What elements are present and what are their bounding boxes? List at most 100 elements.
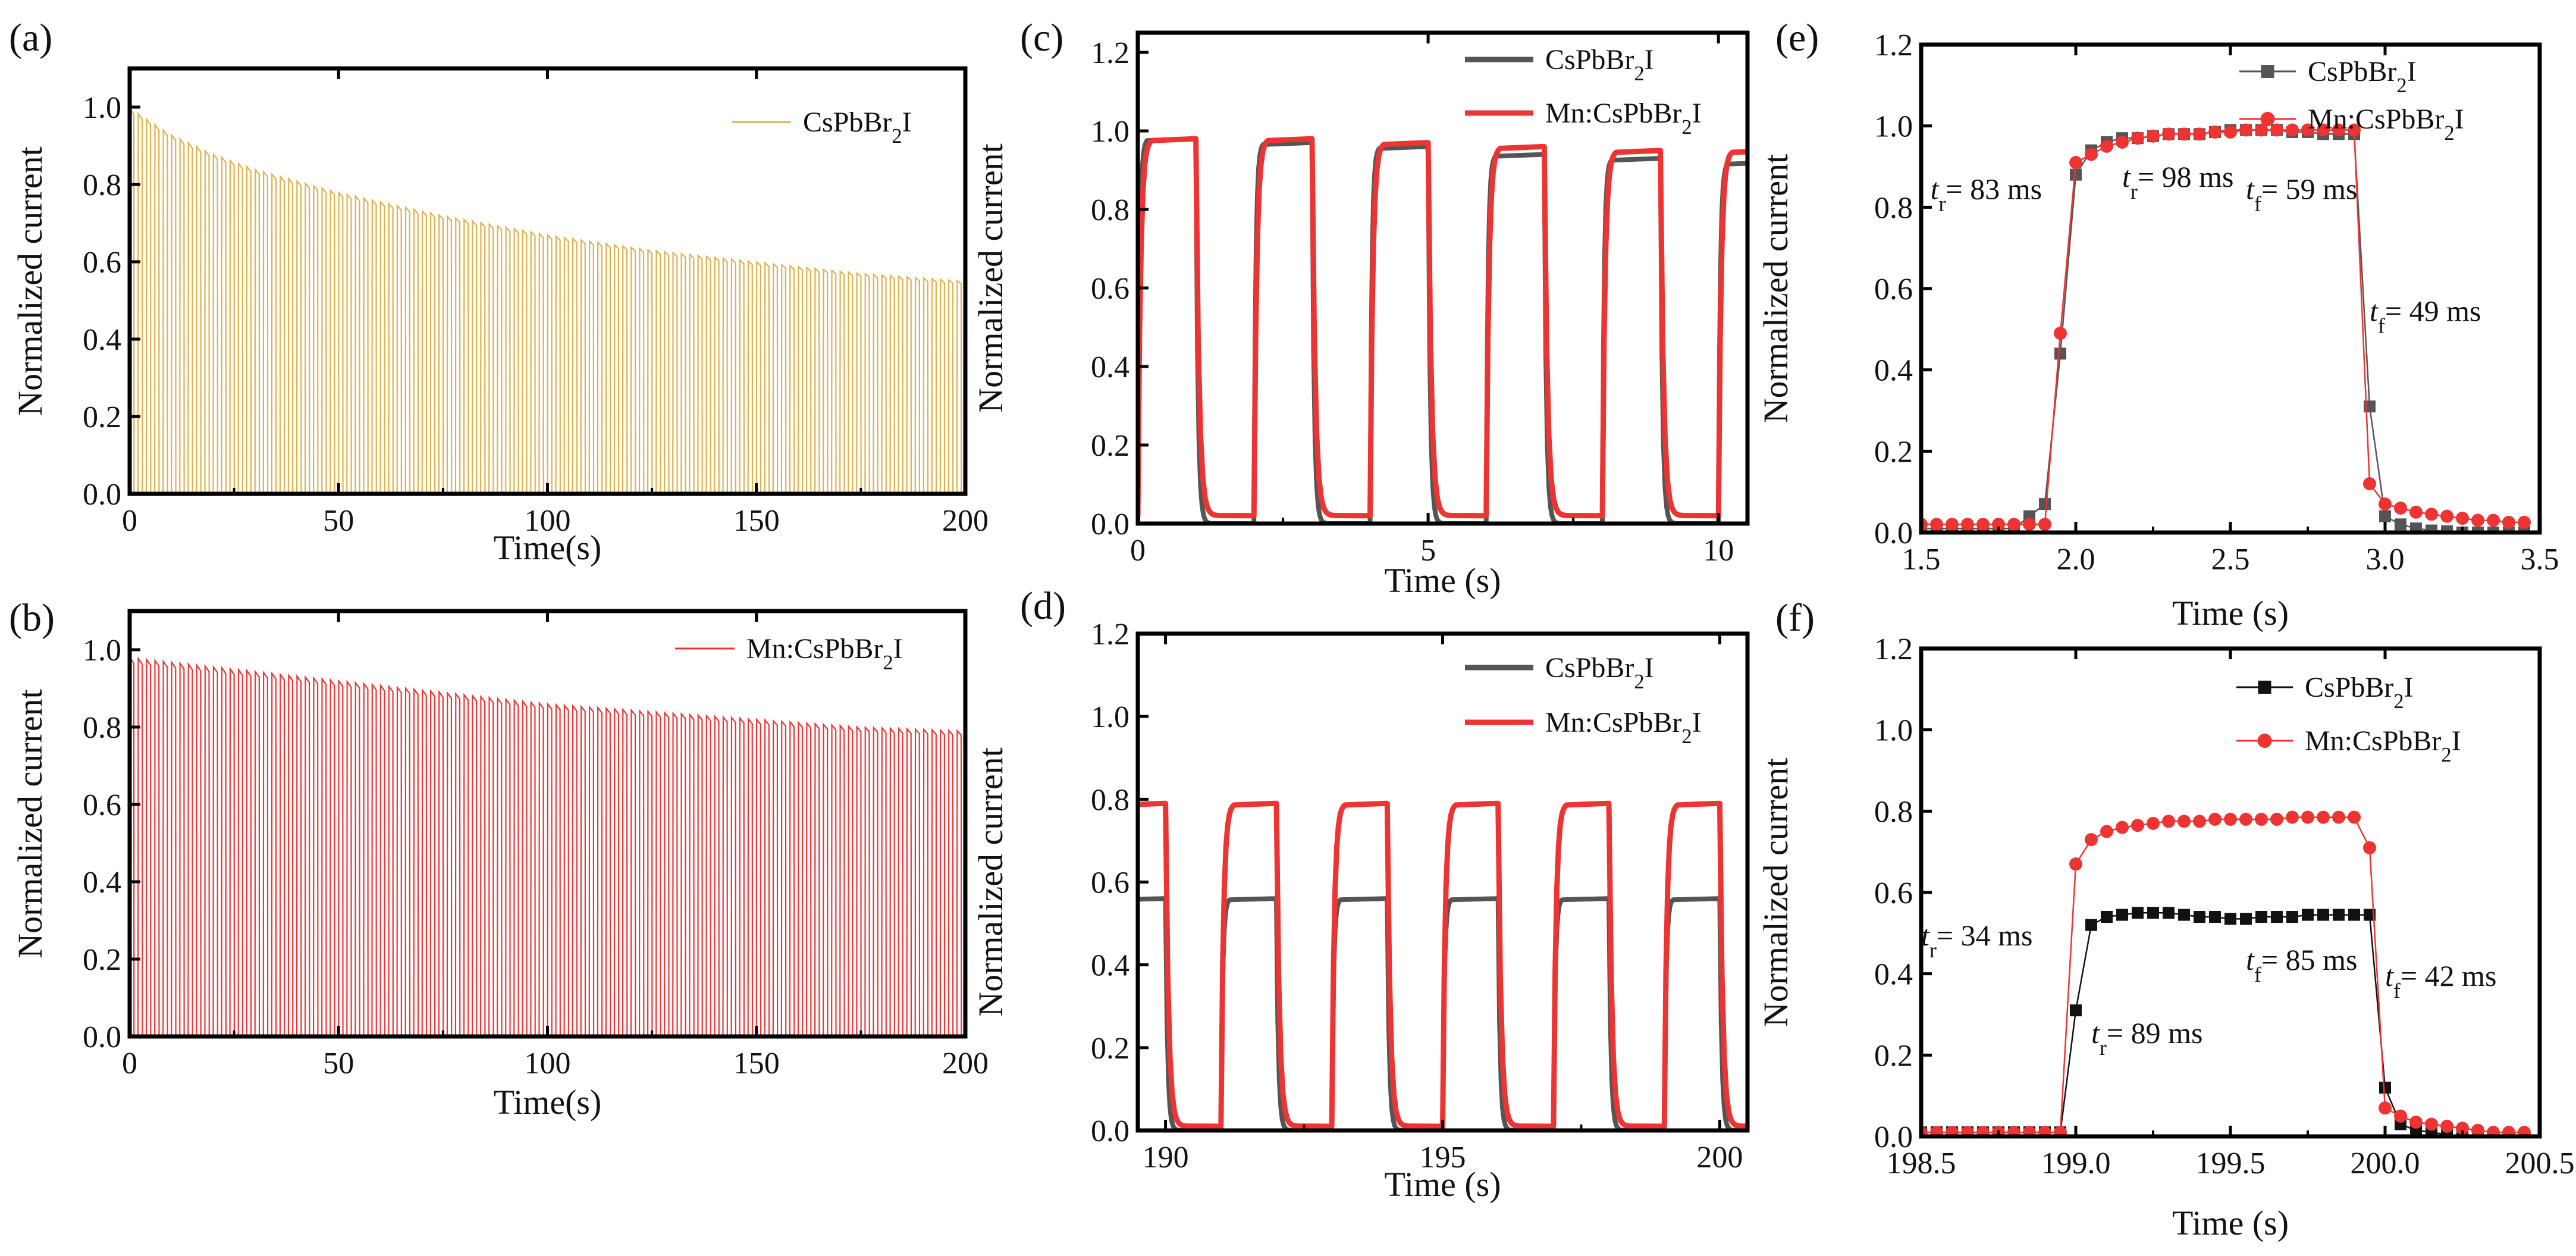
y-tick-label: 0.8 [1091,783,1129,817]
legend-marker [2261,65,2274,78]
y-tick-label: 0.6 [83,788,121,822]
data-point [2363,841,2376,854]
y-tick-label: 1.0 [83,634,121,668]
x-tick-label: 198.5 [1887,1147,1956,1180]
data-point [2471,1123,2484,1136]
time-annotation: tf= 85 ms [2246,943,2357,986]
data-point [2178,909,2190,921]
data-point [2038,1126,2051,1136]
data-point [2131,819,2144,832]
data-point [2054,347,2066,360]
data-point [2348,123,2361,137]
data-point [2162,127,2175,141]
y-tick-label: 0.2 [83,400,121,434]
data-point [2069,156,2082,170]
y-axis-label: Normalized current [971,747,1010,1017]
panel-label: (e) [1775,16,1819,59]
y-tick-label: 0.2 [1874,435,1913,469]
legend-label: Mn:CsPbBr2I [1545,98,1702,139]
data-point [2224,813,2237,826]
y-tick-label: 0.6 [1091,272,1129,306]
data-point [2456,1122,2469,1135]
data-point [2395,518,2406,531]
data-point [2194,911,2205,923]
x-tick-label: 2.0 [2057,543,2095,577]
x-tick-label: 200 [942,504,989,538]
y-tick-label: 0.8 [1874,795,1913,829]
x-axis-label: Time(s) [494,1083,602,1122]
time-annotation: tf= 59 ms [2246,173,2357,216]
data-point [2409,505,2423,519]
x-axis-label: Time(s) [494,528,602,567]
chart-panel-e: (e) 1.5 2.0 2.5 3.0 3.5 0.0 0.2 0.4 0.6 0.8 1.0 1.2 T… [1756,16,2559,632]
data-point [2054,327,2067,340]
data-point [2348,909,2360,921]
data-point [2456,512,2469,525]
data-point [1930,1126,1943,1136]
data-point [2208,125,2222,139]
time-annotation: tr= 89 ms [2091,1016,2202,1060]
data-point [2240,913,2252,925]
legend-marker [2258,681,2271,694]
data-point [2116,820,2129,834]
data-point [2502,515,2515,529]
data-point [2471,513,2484,527]
data-point [2007,518,2020,531]
y-tick-label: 0.4 [83,323,121,357]
data-point [2425,508,2438,521]
series-line-cspbbr2i [1138,136,1747,524]
legend-label: CsPbBr2I [2308,56,2417,97]
y-tick-label: 0.4 [1091,350,1129,384]
chart-panel-a: (a) 0 50 100 150 200 0.0 0.2 0.4 0.6 0.8 1.0 Time(s)… [9,16,989,567]
data-point [2487,1126,2500,1136]
data-point [2224,913,2236,925]
data-point [2177,815,2191,828]
legend-label: CsPbBr2I [803,107,912,148]
panel-label: (f) [1775,596,1815,640]
series-line-mncspbbr2i [1138,136,1747,519]
plot-area [1138,136,1747,524]
data-point [2193,815,2206,828]
legend-marker [2260,112,2275,126]
y-tick-label: 1.0 [83,91,121,125]
y-tick-label: 0.2 [1874,1039,1913,1073]
data-point [2070,1004,2082,1017]
data-point [2409,1116,2423,1129]
y-tick-label: 1.2 [1874,632,1913,666]
panel-label: (d) [1020,584,1066,628]
data-point [2394,502,2407,515]
data-point [2348,810,2361,824]
plot-area [1921,810,2531,1136]
series-line-mncspbbr2i [1138,800,1747,1129]
series-line-0 [1921,129,2524,533]
data-point [2332,123,2345,137]
x-tick-label: 1.5 [1902,543,1941,577]
data-point [2286,911,2298,923]
data-point [2100,139,2113,153]
data-point [1930,518,1943,531]
x-tick-label: 50 [323,1047,354,1080]
x-tick-label: 5 [1420,534,1436,568]
data-point [2239,123,2252,137]
x-tick-label: 0 [1130,534,1146,568]
legend-label: Mn:CsPbBr2I [1545,707,1702,748]
y-tick-label: 0.0 [1091,1114,1129,1148]
data-point [2085,148,2098,161]
data-point [2286,810,2299,824]
time-annotation: tf= 42 ms [2385,959,2496,1003]
data-point [2239,813,2252,826]
y-tick-label: 0.4 [1874,958,1913,992]
data-point [2487,527,2499,533]
legend-label: CsPbBr2I [2305,672,2414,713]
series-line-1 [1921,129,2524,525]
x-tick-label: 100 [525,504,571,538]
legend-label: Mn:CsPbBr2I [2305,725,2461,766]
data-point [1976,1126,1990,1136]
panel-label: (a) [9,16,52,59]
x-axis-label: Time (s) [1384,561,1501,600]
data-point [2054,1126,2067,1136]
data-point [2147,907,2159,919]
data-point [2410,522,2422,533]
data-point [2116,136,2129,149]
x-tick-label: 100 [525,1047,571,1080]
